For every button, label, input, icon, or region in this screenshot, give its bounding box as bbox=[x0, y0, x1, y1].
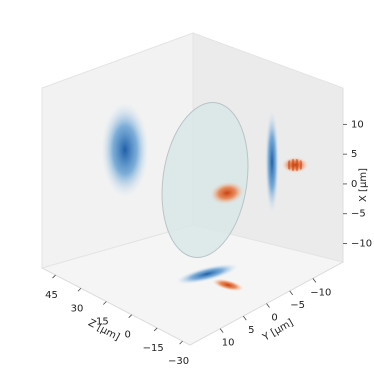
tick-mark bbox=[103, 301, 107, 305]
x-tick-label: 45 bbox=[45, 290, 58, 301]
projection-blob bbox=[212, 278, 244, 292]
z-tick-label: 10 bbox=[351, 119, 364, 130]
x-axis-label: X [μm] bbox=[358, 168, 369, 202]
z-tick-label: −5 bbox=[351, 209, 366, 220]
z-tick-label: 0 bbox=[351, 179, 357, 190]
projection-blob bbox=[175, 263, 239, 285]
z-tick-label: −10 bbox=[351, 239, 372, 250]
y-tick-label: 0 bbox=[271, 313, 277, 324]
tick-mark bbox=[179, 340, 183, 345]
projection-blob bbox=[265, 110, 279, 214]
tick-mark bbox=[153, 327, 158, 332]
projection-stripes bbox=[286, 159, 304, 171]
disc bbox=[161, 102, 249, 258]
tick-mark bbox=[242, 315, 247, 321]
x-tick-label: −30 bbox=[168, 356, 189, 367]
x-tick-label: 15 bbox=[96, 316, 109, 327]
tick-mark bbox=[219, 328, 224, 333]
y-tick-label: −5 bbox=[290, 300, 305, 311]
tick-mark bbox=[266, 303, 270, 308]
tick-mark bbox=[128, 314, 133, 318]
y-tick-label: −10 bbox=[310, 287, 331, 298]
tick-mark bbox=[312, 278, 317, 283]
x-tick-label: 0 bbox=[125, 330, 131, 341]
z-tick-label: 5 bbox=[351, 149, 357, 160]
tick-mark bbox=[77, 287, 82, 292]
x-tick-label: −15 bbox=[143, 343, 164, 354]
particle-cloud bbox=[210, 181, 244, 205]
tick-mark bbox=[52, 274, 56, 279]
x-tick-label: 30 bbox=[71, 303, 84, 314]
y-tick-label: 5 bbox=[248, 325, 254, 336]
axis-edge bbox=[41, 267, 191, 346]
tick-mark bbox=[289, 290, 294, 296]
y-tick-label: 10 bbox=[222, 338, 235, 349]
y-axis-label: Y [μm] bbox=[260, 317, 295, 344]
projection-blob bbox=[101, 102, 149, 198]
